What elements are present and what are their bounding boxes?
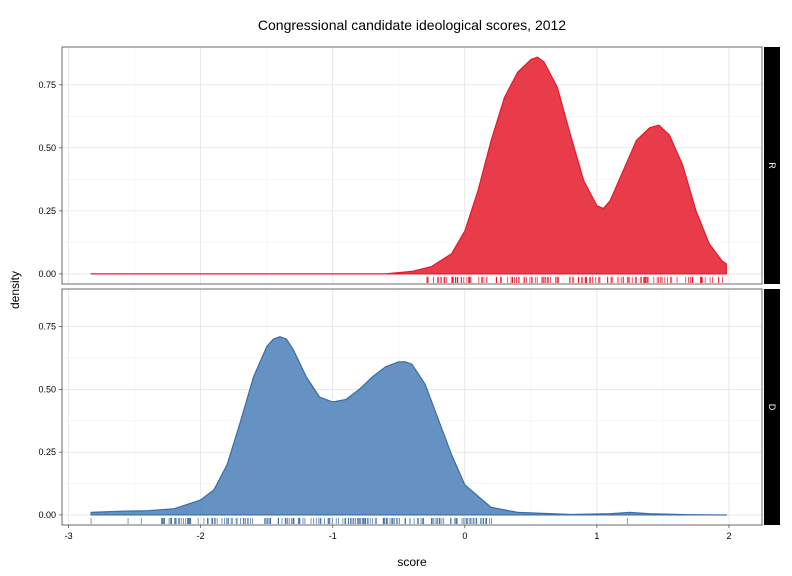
- x-tick-label: -2: [197, 531, 205, 541]
- panel-border-d: [61, 288, 763, 526]
- facet-strip-label-d: D: [767, 404, 777, 411]
- y-tick-label: 0.75: [38, 80, 56, 90]
- x-tick-label: -3: [65, 531, 73, 541]
- density-area-r: [90, 56, 727, 275]
- x-tick-label: 2: [726, 531, 731, 541]
- y-tick-label: 0.75: [38, 322, 56, 332]
- x-tick-label: -1: [329, 531, 337, 541]
- panel-border-r: [61, 46, 763, 285]
- y-tick-label: 0.00: [38, 269, 56, 279]
- facet-strip-label-r: R: [767, 162, 777, 169]
- y-tick-label: 0.00: [38, 510, 56, 520]
- y-tick-label: 0.25: [38, 206, 56, 216]
- chart-title: Congressional candidate ideological scor…: [258, 17, 566, 33]
- y-axis-label: density: [8, 271, 22, 309]
- y-tick-label: 0.50: [38, 143, 56, 153]
- y-tick-label: 0.25: [38, 447, 56, 457]
- facet-strip-d: [764, 289, 780, 525]
- density-area-d: [90, 336, 727, 516]
- facets-group: 0.00 0.25 0.50 0.75 R 0.00 0.25 0.50 0.75 D -3 -2 -1…: [38, 46, 780, 541]
- y-tick-label: 0.50: [38, 384, 56, 394]
- x-tick-label: 0: [462, 531, 467, 541]
- facet-strip-r: [764, 47, 780, 284]
- x-tick-label: 1: [594, 531, 599, 541]
- x-axis-label: score: [397, 555, 427, 569]
